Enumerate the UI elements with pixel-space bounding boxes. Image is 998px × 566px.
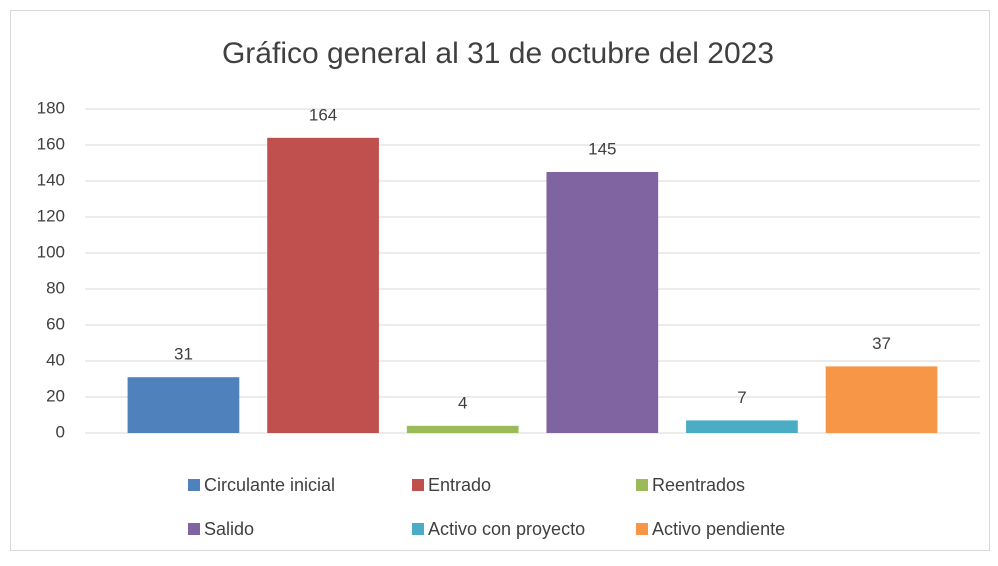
y-tick-label: 160 (37, 134, 65, 153)
bar (825, 366, 938, 433)
data-label: 31 (174, 345, 193, 364)
y-tick-label: 80 (46, 278, 65, 297)
legend-swatch (412, 523, 424, 535)
data-label: 7 (737, 388, 746, 407)
y-tick-label: 180 (37, 98, 65, 117)
chart-border (10, 10, 990, 551)
legend-label: Salido (204, 519, 254, 539)
y-tick-label: 60 (46, 314, 65, 333)
legend-label: Reentrados (652, 475, 745, 495)
bar (127, 377, 240, 433)
y-tick-label: 0 (56, 422, 65, 441)
legend-swatch (188, 523, 200, 535)
bar (267, 137, 379, 434)
legend-label: Activo pendiente (652, 519, 785, 539)
data-label: 145 (588, 139, 616, 158)
legend-label: Entrado (428, 475, 491, 495)
y-tick-label: 20 (46, 386, 65, 405)
legend-swatch (636, 479, 648, 491)
y-tick-label: 140 (37, 170, 65, 189)
y-tick-label: 120 (37, 206, 65, 225)
bar (546, 172, 659, 433)
chart-title: Gráfico general al 31 de octubre del 202… (222, 37, 774, 70)
legend-swatch (188, 479, 200, 491)
data-label: 164 (309, 105, 337, 124)
bar (406, 425, 519, 433)
legend-label: Activo con proyecto (428, 519, 585, 539)
data-label: 37 (872, 334, 891, 353)
legend-swatch (636, 523, 648, 535)
bar (686, 420, 798, 433)
y-tick-label: 40 (46, 350, 65, 369)
legend-label: Circulante inicial (204, 475, 335, 495)
legend-swatch (412, 479, 424, 491)
data-label: 4 (458, 393, 467, 412)
y-tick-label: 100 (37, 242, 65, 261)
